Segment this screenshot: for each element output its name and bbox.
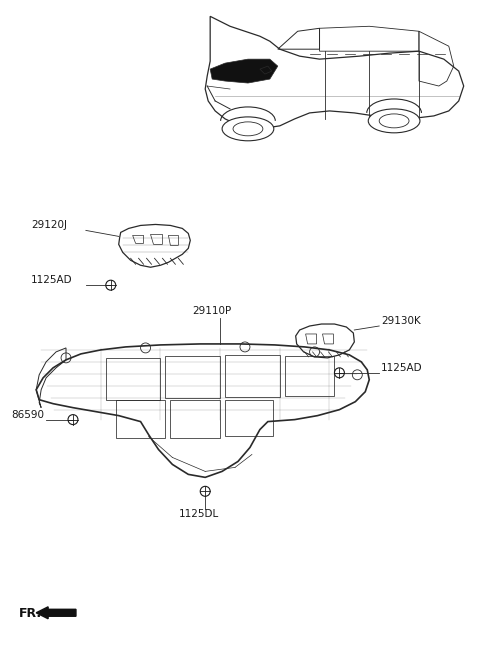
FancyArrow shape	[36, 607, 76, 619]
Text: FR.: FR.	[19, 607, 42, 620]
Bar	[106, 358, 160, 400]
Text: 1125AD: 1125AD	[31, 275, 73, 285]
Polygon shape	[151, 234, 162, 244]
Polygon shape	[323, 334, 334, 344]
Ellipse shape	[222, 117, 274, 141]
Polygon shape	[306, 334, 316, 344]
Polygon shape	[168, 235, 179, 246]
Text: 86590: 86590	[12, 409, 44, 420]
Text: 1125DL: 1125DL	[179, 509, 218, 519]
Text: 1125AD: 1125AD	[381, 363, 423, 373]
Bar	[225, 400, 273, 436]
Text: 29130K: 29130K	[381, 316, 421, 326]
Polygon shape	[210, 59, 278, 83]
Ellipse shape	[368, 109, 420, 133]
Bar	[225, 355, 280, 397]
Text: 29120J: 29120J	[31, 221, 67, 231]
Bar	[116, 400, 166, 438]
Bar	[166, 356, 220, 398]
Polygon shape	[132, 235, 144, 244]
Text: 29110P: 29110P	[192, 306, 231, 316]
Bar	[285, 356, 335, 396]
Bar	[170, 400, 220, 438]
